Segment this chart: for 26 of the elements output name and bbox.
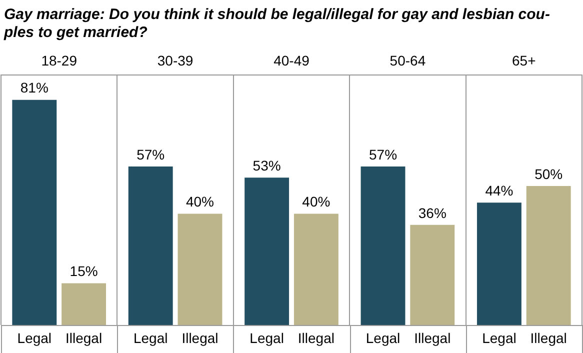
x-tick-label: 40-49 [274,52,310,68]
data-label: 40% [302,194,330,210]
data-label: 53% [252,158,281,174]
text: Illegal [530,330,567,346]
data-label: 50% [534,166,563,182]
series-label: Illegal [65,330,102,346]
text: Legal [482,330,516,346]
text: Legal [366,330,400,346]
text: Legal [250,330,284,346]
x-tick-label: 50-64 [390,52,426,68]
data-label: 81% [20,80,48,96]
data-label: 36% [418,204,446,221]
chart-title: Gay marriage: Do you think it should be legal/illegal for gay and lesbian cou-ples to get married? [2,5,551,43]
text: Illegal [182,330,218,346]
data-label: 44% [485,182,514,199]
series-label: Legal [17,330,52,346]
text: Legal [133,330,168,346]
data-label: 15% [70,263,98,280]
x-tick-label: 30-39 [157,52,194,68]
text: Illegal [414,330,451,346]
data-label: 57% [368,146,398,162]
data-label: 40% [186,194,214,210]
x-tick-label: 65+ [512,52,536,68]
data-label: 57% [136,146,165,162]
text: Illegal [298,330,334,346]
x-tick-label: 18-29 [41,52,78,68]
